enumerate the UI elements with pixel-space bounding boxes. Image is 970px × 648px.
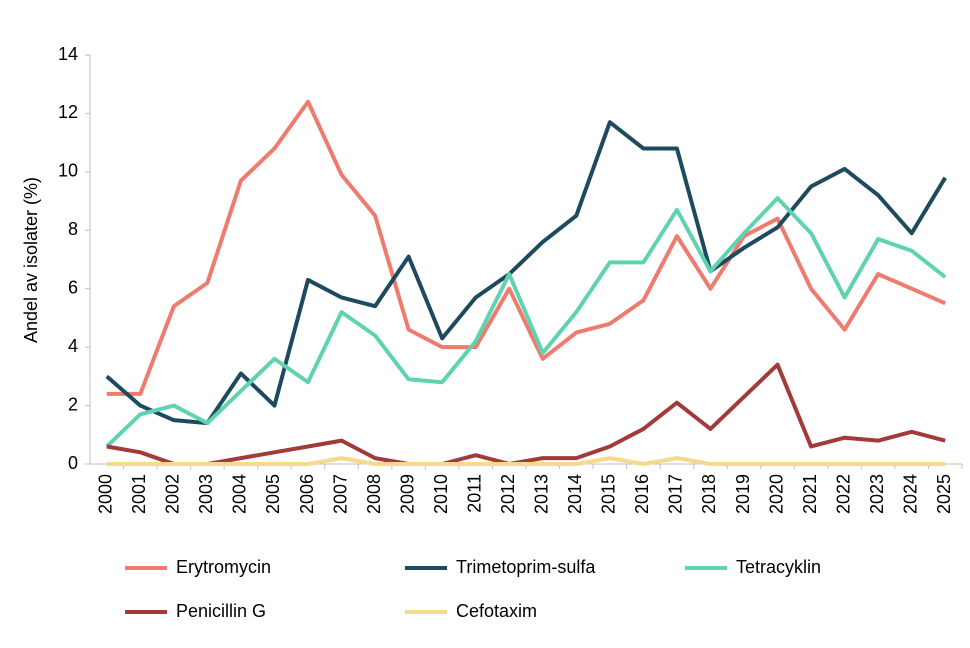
x-tick-label: 2024 — [900, 474, 920, 514]
x-tick-label: 2023 — [867, 474, 887, 514]
series-line — [105, 196, 947, 448]
x-tick-label: 2020 — [766, 474, 786, 514]
x-tick-label: 2008 — [364, 474, 384, 514]
x-tick-label: 2007 — [330, 474, 350, 514]
series-line — [106, 456, 946, 466]
x-tick-label: 2018 — [699, 474, 719, 514]
x-tick-label: 2025 — [934, 474, 954, 514]
legend-label: Penicillin G — [176, 601, 266, 621]
series-line — [105, 120, 947, 426]
legend-label: Tetracyklin — [736, 557, 821, 577]
y-tick-label: 4 — [68, 336, 78, 356]
y-tick-label: 10 — [58, 161, 78, 181]
x-tick-label: 2021 — [800, 474, 820, 514]
x-tick-label: 2009 — [397, 474, 417, 514]
x-tick-label: 2022 — [833, 474, 853, 514]
series-line — [106, 362, 946, 466]
x-tick-label: 2006 — [297, 474, 317, 514]
x-tick-label: 2001 — [129, 474, 149, 514]
legend-label: Erytromycin — [176, 557, 271, 577]
x-tick-label: 2004 — [230, 474, 250, 514]
x-tick-label: 2014 — [565, 474, 585, 514]
y-tick-label: 12 — [58, 102, 78, 122]
x-tick-label: 2000 — [96, 474, 116, 514]
y-axis-label: Andel av isolater (%) — [21, 177, 41, 343]
x-tick-label: 2002 — [163, 474, 183, 514]
x-tick-label: 2015 — [599, 474, 619, 514]
y-tick-label: 2 — [68, 394, 78, 414]
x-tick-label: 2017 — [666, 474, 686, 514]
x-tick-label: 2019 — [733, 474, 753, 514]
x-tick-label: 2016 — [632, 474, 652, 514]
x-tick-label: 2013 — [532, 474, 552, 514]
x-tick-label: 2010 — [431, 474, 451, 514]
x-tick-label: 2011 — [464, 474, 484, 513]
y-tick-label: 14 — [58, 44, 78, 64]
y-tick-label: 6 — [68, 277, 78, 297]
legend-label: Trimetoprim-sulfa — [456, 557, 596, 577]
x-tick-label: 2003 — [196, 474, 216, 514]
series-line — [106, 99, 947, 396]
y-tick-label: 0 — [68, 453, 78, 473]
x-tick-label: 2012 — [498, 474, 518, 514]
legend-label: Cefotaxim — [456, 601, 537, 621]
y-tick-label: 8 — [68, 219, 78, 239]
x-tick-label: 2005 — [263, 474, 283, 514]
